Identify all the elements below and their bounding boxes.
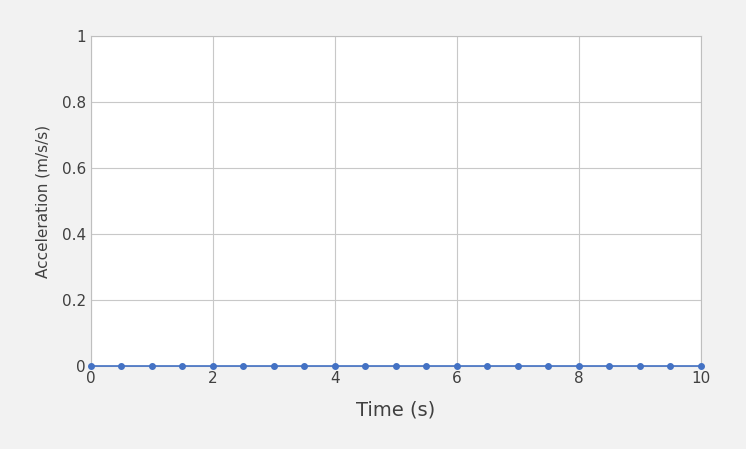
Y-axis label: Acceleration (m/s/s): Acceleration (m/s/s) [36,124,51,277]
X-axis label: Time (s): Time (s) [356,400,436,419]
